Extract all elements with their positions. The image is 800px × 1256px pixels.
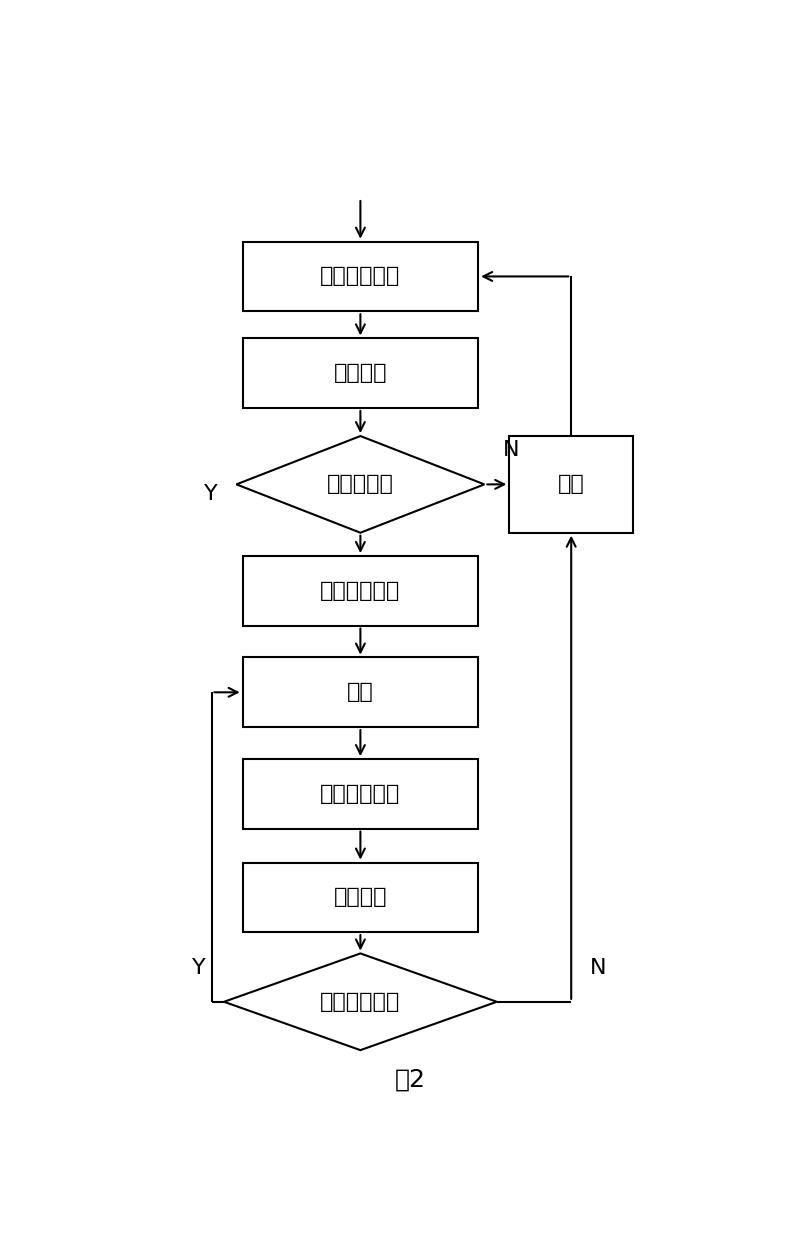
Bar <box>242 863 478 932</box>
Text: 读取温度数据: 读取温度数据 <box>320 580 401 600</box>
Text: 加热: 加热 <box>347 682 374 702</box>
Text: 获取图像资料: 获取图像资料 <box>320 784 401 804</box>
Text: 冷却: 冷却 <box>558 475 585 495</box>
Text: 获取图像资料: 获取图像资料 <box>320 266 401 286</box>
Bar <box>242 338 478 408</box>
Bar <box>242 657 478 727</box>
Polygon shape <box>237 436 485 533</box>
Text: 是否有露霜？: 是否有露霜？ <box>320 992 401 1012</box>
Text: Y: Y <box>192 957 206 977</box>
Bar <box>242 556 478 625</box>
Text: 图像识别: 图像识别 <box>334 363 387 383</box>
Text: Y: Y <box>204 484 218 504</box>
Polygon shape <box>224 953 497 1050</box>
Bar <box>510 436 634 533</box>
Text: N: N <box>590 957 606 977</box>
Text: N: N <box>503 440 519 460</box>
Bar <box>242 241 478 311</box>
Bar <box>242 759 478 829</box>
Text: 是否凝结？: 是否凝结？ <box>327 475 394 495</box>
Text: 图2: 图2 <box>394 1068 426 1091</box>
Text: 图像识别: 图像识别 <box>334 887 387 907</box>
